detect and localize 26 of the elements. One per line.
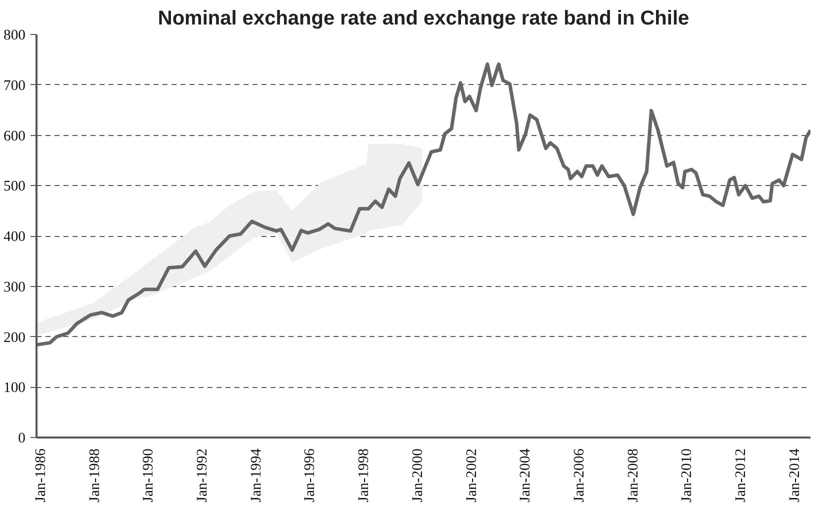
x-tick-label: Jan-2002 [464, 448, 480, 502]
x-tick-label: Jan-1994 [248, 448, 264, 502]
y-tick-label: 300 [4, 279, 26, 296]
y-tick-label: 700 [4, 78, 26, 94]
y-tick-label: 0 [18, 430, 26, 446]
x-tick-label: Jan-1988 [86, 448, 103, 502]
chart-title: Nominal exchange rate and exchange rate band in Chile [158, 8, 690, 30]
y-tick-label: 200 [4, 330, 26, 346]
x-tick-label: Jan-1996 [302, 448, 318, 502]
y-tick-label: 500 [4, 178, 26, 195]
x-tick-label: Jan-1998 [356, 448, 372, 502]
x-tick-label: Jan-1986 [32, 448, 49, 502]
x-tick-label: Jan-2000 [410, 448, 426, 502]
y-tick-label: 800 [4, 28, 26, 44]
x-tick-label: Jan-2014 [786, 448, 803, 502]
x-tick-label: Jan-2004 [518, 448, 534, 502]
x-tick-label: Jan-2008 [625, 448, 642, 502]
x-tick-label: Jan-2012 [732, 448, 749, 502]
x-tick-label: Jan-1990 [140, 448, 157, 502]
line-series [36, 62, 810, 347]
x-tick-label: Jan-1992 [194, 448, 211, 502]
y-tick-label: 100 [4, 380, 26, 396]
y-tick-label: 600 [4, 128, 26, 144]
x-tick-label: Jan-2010 [679, 448, 696, 502]
y-tick-label: 400 [4, 229, 26, 245]
x-tick-label: Jan-2006 [571, 448, 588, 502]
